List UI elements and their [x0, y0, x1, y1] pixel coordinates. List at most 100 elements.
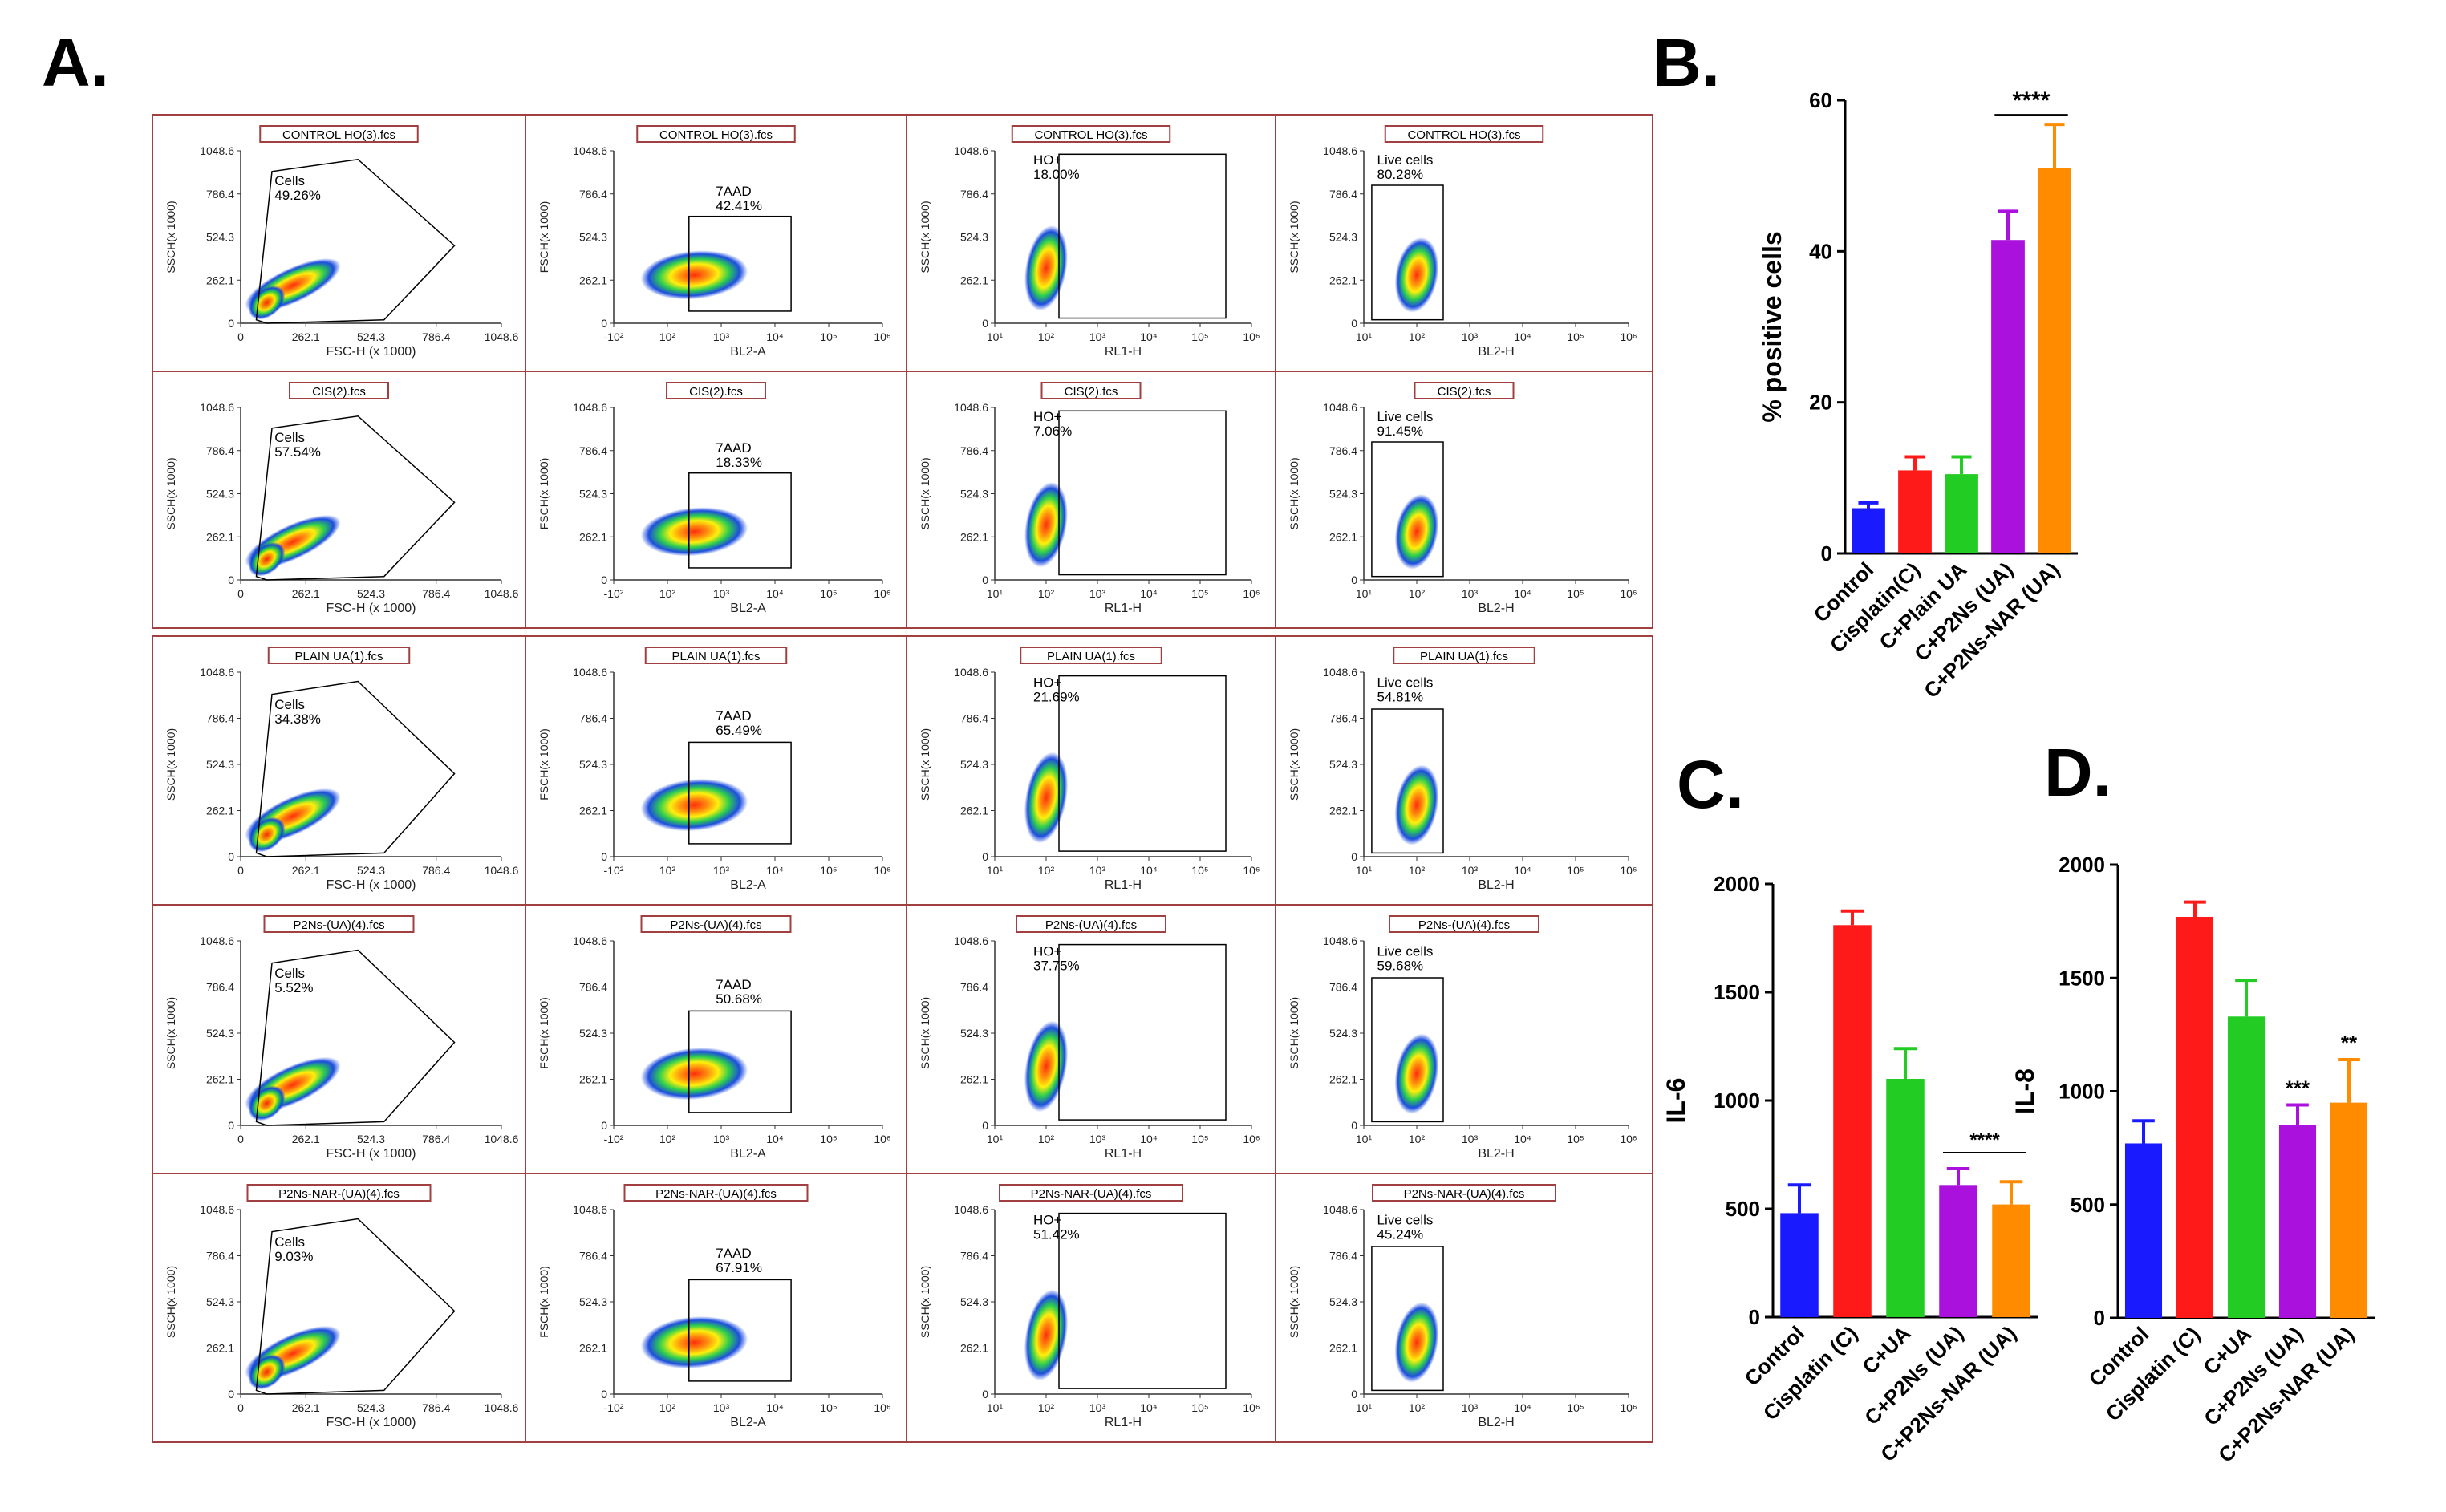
x-tick-label: 524.3 [357, 587, 385, 600]
x-tick-label: 10³ [713, 864, 730, 877]
x-tick-label: 10² [1038, 1401, 1055, 1414]
density-blob [640, 507, 748, 557]
x-tick-label: 10³ [1462, 330, 1479, 343]
bar [1833, 925, 1872, 1317]
sample-title-box [1011, 125, 1171, 143]
x-tick-label: 10⁵ [820, 864, 837, 877]
y-axis-label: % positive cells [1758, 231, 1787, 422]
x-tick-label: 10¹ [987, 330, 1004, 343]
y-axis-label: SSCH(x 1000) [1288, 997, 1300, 1069]
gate-percent: 67.91% [716, 1260, 762, 1275]
y-tick-label: 786.4 [1329, 444, 1357, 457]
density-blob [1024, 1289, 1069, 1381]
y-axis-label: SSCH(x 1000) [1288, 1266, 1300, 1338]
gate-percent: 50.68% [716, 991, 762, 1007]
significance-label: ** [2341, 1031, 2358, 1055]
y-tick-label: 262.1 [1329, 274, 1357, 286]
x-tick-label: 10⁶ [1620, 1401, 1637, 1414]
y-tick-label: 524.3 [579, 1295, 607, 1308]
sample-title-box [1016, 915, 1166, 933]
y-tick-label: 262.1 [960, 805, 988, 817]
gate-name: Live cells [1377, 409, 1434, 424]
y-tick-label: 786.4 [579, 712, 607, 725]
gate-percent: 34.38% [274, 711, 321, 727]
x-tick-label: 10⁴ [1514, 864, 1531, 877]
y-tick-label: 262.1 [206, 805, 234, 817]
y-tick-label: 262.1 [206, 530, 234, 543]
y-tick-label: 0 [1351, 574, 1357, 586]
bar [2176, 916, 2214, 1318]
x-axis-label: FSC-H (x 1000) [326, 345, 416, 359]
y-axis-label: SSCH(x 1000) [919, 997, 931, 1069]
x-tick-label: 10¹ [987, 864, 1004, 877]
y-tick-label: 0 [1351, 1119, 1357, 1132]
x-tick-label: 10² [1409, 330, 1426, 343]
x-tick-label: 10⁵ [1567, 1133, 1584, 1145]
x-tick-label: 10¹ [1356, 864, 1373, 877]
y-tick-label: 1000 [1714, 1088, 1760, 1113]
y-tick-label: 0 [601, 850, 607, 863]
y-tick-label: 500 [1726, 1197, 1760, 1221]
bar [2330, 1102, 2368, 1318]
y-tick-label: 786.4 [579, 444, 607, 457]
gate-percent: 7.06% [1033, 424, 1072, 439]
sample-title-box [1389, 915, 1539, 933]
y-tick-label: 0 [601, 574, 607, 586]
y-axis-label: IL-6 [1661, 1078, 1690, 1124]
gate-percent: 45.24% [1377, 1226, 1424, 1242]
x-axis-label: BL2-H [1478, 345, 1514, 359]
sample-title: PLAIN UA(1).fcs [1420, 650, 1508, 663]
y-tick-label: 1048.6 [573, 1203, 607, 1216]
flow-plot: P2Ns-(UA)(4).fcs 0 262.1 524.3 786.4 1048.6 SS… [1275, 904, 1653, 1174]
gate-percent: 18.33% [716, 455, 762, 470]
y-tick-label: 786.4 [206, 712, 234, 725]
aad-gate [688, 215, 792, 312]
x-axis-label: FSC-H (x 1000) [326, 1416, 416, 1429]
y-tick-label: 786.4 [579, 1250, 607, 1263]
x-tick-label: 1048.6 [485, 864, 519, 877]
x-tick-label: 262.1 [292, 587, 320, 600]
gate-name: Cells [274, 966, 305, 981]
density-blob [1394, 764, 1439, 845]
x-tick-label: 10⁵ [1567, 587, 1584, 600]
gate-name: Cells [274, 173, 305, 188]
x-tick-label: 0 [237, 1401, 244, 1414]
bar [1991, 240, 2025, 553]
y-tick-label: 2000 [1714, 872, 1760, 896]
density-blob [1024, 225, 1068, 311]
x-tick-label: 10⁴ [766, 1401, 784, 1414]
x-tick-label: 10⁵ [1567, 330, 1584, 343]
gate-name: 7AAD [716, 184, 751, 199]
significance-label: **** [1969, 1129, 2000, 1151]
flow-plot: P2Ns-(UA)(4).fcs 0 262.1 524.3 786.4 1048.6 SS… [152, 904, 526, 1174]
y-tick-label: 786.4 [1329, 188, 1357, 201]
panel-label-b: B. [1653, 25, 1720, 100]
x-tick-label: 10⁴ [1514, 1401, 1531, 1414]
y-tick-label: 1048.6 [200, 666, 234, 679]
x-axis-label: RL1-H [1105, 602, 1142, 615]
x-axis-label: BL2-A [730, 602, 766, 615]
y-tick-label: 786.4 [960, 444, 988, 457]
gate-name: 7AAD [716, 977, 751, 992]
y-axis-label: SSCH(x 1000) [164, 1266, 177, 1338]
sample-title: CONTROL HO(3).fcs [1407, 128, 1520, 142]
x-tick-label: 0 [237, 864, 244, 877]
y-tick-label: 524.3 [206, 1027, 234, 1040]
x-tick-label: 10⁶ [1243, 1133, 1260, 1145]
y-tick-label: 0 [1821, 541, 1832, 565]
x-tick-label: -10² [604, 864, 624, 877]
x-tick-label: 10³ [1462, 864, 1479, 877]
gate-name: 7AAD [716, 1246, 751, 1261]
x-tick-label: 786.4 [422, 587, 450, 600]
aad-gate [688, 472, 792, 569]
bar [1886, 1079, 1925, 1317]
sample-title: P2Ns-(UA)(4).fcs [293, 918, 384, 932]
x-tick-label: 10⁴ [766, 1133, 784, 1145]
sample-title: CONTROL HO(3).fcs [282, 128, 395, 142]
sample-title: CIS(2).fcs [312, 385, 366, 399]
bar [1945, 474, 1978, 553]
x-tick-label: 10³ [713, 330, 730, 343]
